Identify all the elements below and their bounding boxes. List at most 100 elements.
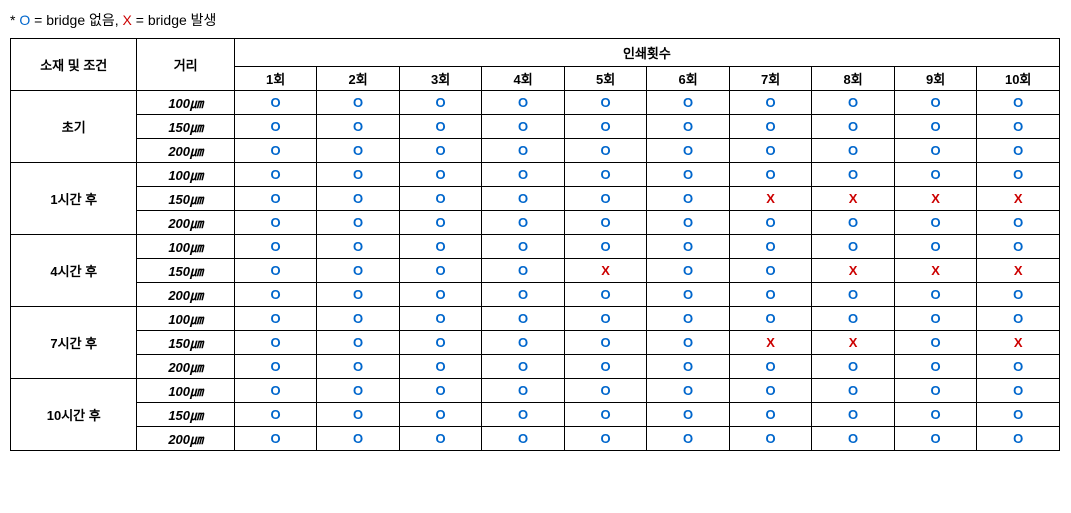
value-cell: O [812,403,895,427]
value-cell: O [894,115,977,139]
header-count-9: 9회 [894,67,977,91]
value-cell: O [977,379,1060,403]
value-cell: O [812,91,895,115]
table-row: 초기100㎛OOOOOOOOOO [11,91,1060,115]
value-cell: O [812,163,895,187]
value-cell: O [234,427,317,451]
value-cell: O [812,115,895,139]
value-cell: X [729,187,812,211]
value-cell: O [482,427,565,451]
distance-cell: 150㎛ [137,187,234,211]
value-cell: O [894,427,977,451]
table-row: 200㎛OOOOOOOOOO [11,283,1060,307]
value-cell: O [317,235,400,259]
legend-o-text: = bridge 없음, [30,12,122,28]
table-row: 200㎛OOOOOOOOOO [11,355,1060,379]
value-cell: O [234,187,317,211]
table-row: 200㎛OOOOOOOOOO [11,211,1060,235]
value-cell: O [647,187,730,211]
value-cell: X [564,259,647,283]
value-cell: O [234,379,317,403]
value-cell: O [399,139,482,163]
value-cell: O [234,307,317,331]
value-cell: O [482,307,565,331]
value-cell: O [729,235,812,259]
value-cell: O [647,91,730,115]
value-cell: O [647,331,730,355]
value-cell: O [234,355,317,379]
value-cell: O [317,115,400,139]
value-cell: O [564,235,647,259]
legend-x-symbol: X [123,12,132,28]
table-row: 7시간 후100㎛OOOOOOOOOO [11,307,1060,331]
value-cell: O [234,91,317,115]
value-cell: O [482,139,565,163]
value-cell: O [482,331,565,355]
value-cell: O [977,235,1060,259]
value-cell: O [977,307,1060,331]
value-cell: O [317,331,400,355]
distance-cell: 150㎛ [137,115,234,139]
value-cell: O [317,379,400,403]
legend-o-symbol: O [19,12,30,28]
distance-cell: 100㎛ [137,307,234,331]
value-cell: X [812,187,895,211]
header-distance: 거리 [137,39,234,91]
value-cell: O [317,403,400,427]
value-cell: O [564,211,647,235]
value-cell: O [317,427,400,451]
legend-text: * O = bridge 없음, X = bridge 발생 [10,10,1061,30]
header-count-3: 3회 [399,67,482,91]
value-cell: O [482,259,565,283]
value-cell: O [894,307,977,331]
value-cell: O [234,259,317,283]
value-cell: O [564,331,647,355]
material-cell: 4시간 후 [11,235,137,307]
bridge-table: 소재 및 조건 거리 인쇄횟수 1회 2회 3회 4회 5회 6회 7회 8회 … [10,38,1060,451]
value-cell: O [317,163,400,187]
table-row: 10시간 후100㎛OOOOOOOOOO [11,379,1060,403]
value-cell: O [977,211,1060,235]
value-cell: X [894,259,977,283]
value-cell: O [399,283,482,307]
value-cell: O [399,91,482,115]
value-cell: O [894,235,977,259]
value-cell: O [977,403,1060,427]
value-cell: O [647,307,730,331]
value-cell: X [977,187,1060,211]
value-cell: O [894,403,977,427]
value-cell: O [482,115,565,139]
value-cell: O [399,379,482,403]
value-cell: O [729,91,812,115]
value-cell: O [894,211,977,235]
value-cell: X [977,259,1060,283]
distance-cell: 200㎛ [137,283,234,307]
header-count-2: 2회 [317,67,400,91]
table-row: 200㎛OOOOOOOOOO [11,139,1060,163]
value-cell: O [317,187,400,211]
value-cell: O [234,211,317,235]
value-cell: O [729,115,812,139]
legend-prefix: * [10,12,19,28]
value-cell: O [564,403,647,427]
material-cell: 7시간 후 [11,307,137,379]
value-cell: O [234,235,317,259]
table-row: 150㎛OOOOOOXXXX [11,187,1060,211]
distance-cell: 150㎛ [137,259,234,283]
value-cell: X [812,331,895,355]
value-cell: O [729,307,812,331]
value-cell: O [812,427,895,451]
distance-cell: 100㎛ [137,235,234,259]
value-cell: O [399,163,482,187]
distance-cell: 100㎛ [137,91,234,115]
value-cell: O [399,259,482,283]
value-cell: O [812,283,895,307]
value-cell: O [812,379,895,403]
value-cell: O [399,355,482,379]
value-cell: O [399,115,482,139]
value-cell: O [894,379,977,403]
table-body: 초기100㎛OOOOOOOOOO150㎛OOOOOOOOOO200㎛OOOOOO… [11,91,1060,451]
value-cell: X [977,331,1060,355]
distance-cell: 100㎛ [137,379,234,403]
value-cell: X [812,259,895,283]
